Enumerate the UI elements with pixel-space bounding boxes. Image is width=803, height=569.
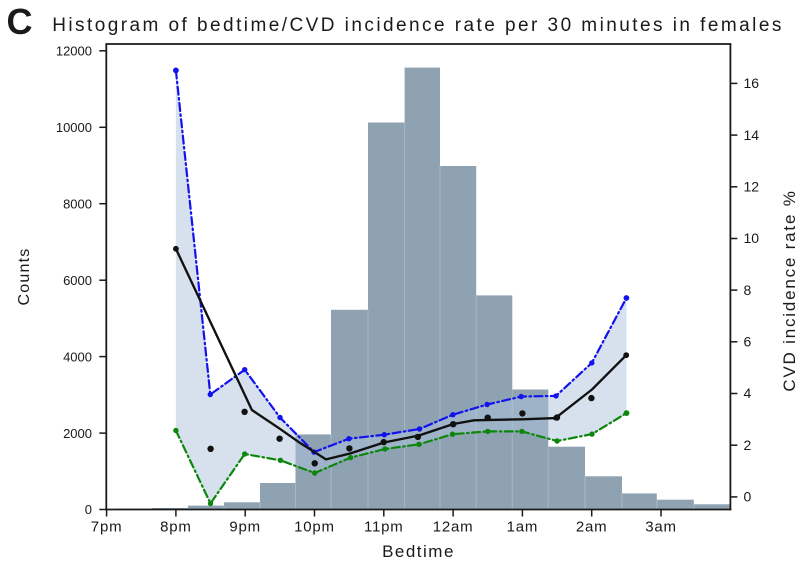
svg-text:12am: 12am xyxy=(433,519,474,536)
svg-text:10000: 10000 xyxy=(56,120,92,135)
svg-text:3am: 3am xyxy=(645,519,677,536)
svg-text:C: C xyxy=(7,1,33,42)
svg-text:2000: 2000 xyxy=(63,426,92,441)
svg-text:16: 16 xyxy=(744,75,760,91)
svg-text:CVD incidence rate %: CVD incidence rate % xyxy=(780,189,799,391)
svg-text:0: 0 xyxy=(744,489,752,505)
svg-text:4000: 4000 xyxy=(63,349,92,364)
svg-text:0: 0 xyxy=(85,502,92,517)
svg-text:8pm: 8pm xyxy=(160,519,192,536)
svg-text:Bedtime: Bedtime xyxy=(382,542,455,561)
svg-text:12000: 12000 xyxy=(56,44,92,59)
svg-text:8000: 8000 xyxy=(63,196,92,211)
svg-text:12: 12 xyxy=(744,179,760,195)
svg-text:Counts: Counts xyxy=(16,248,33,306)
svg-text:10: 10 xyxy=(744,230,760,246)
svg-text:7pm: 7pm xyxy=(91,519,123,536)
svg-text:8: 8 xyxy=(744,282,752,298)
svg-text:2: 2 xyxy=(744,437,752,453)
svg-text:6: 6 xyxy=(744,334,752,350)
svg-text:Histogram of bedtime/CVD incid: Histogram of bedtime/CVD incidence rate … xyxy=(52,15,784,36)
svg-text:11pm: 11pm xyxy=(364,519,404,536)
svg-text:2am: 2am xyxy=(576,519,608,536)
svg-text:6000: 6000 xyxy=(63,273,92,288)
svg-text:1am: 1am xyxy=(507,519,539,536)
svg-text:4: 4 xyxy=(744,385,752,401)
svg-text:10pm: 10pm xyxy=(294,519,335,536)
svg-text:9pm: 9pm xyxy=(229,519,261,536)
svg-text:14: 14 xyxy=(744,127,760,143)
